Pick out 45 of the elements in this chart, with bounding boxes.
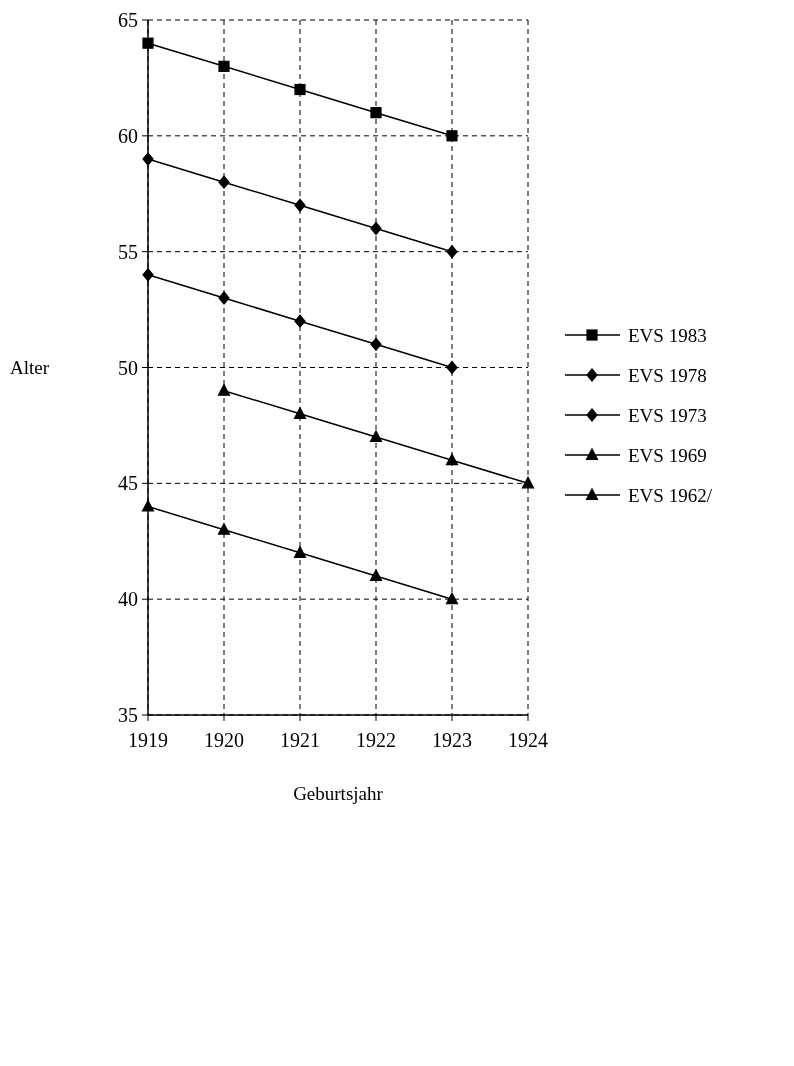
x-tick-label: 1920 bbox=[204, 729, 244, 751]
point bbox=[142, 152, 154, 166]
y-tick-label: 50 bbox=[118, 356, 138, 379]
y-tick-label: 60 bbox=[118, 124, 138, 147]
y-tick-label: 65 bbox=[118, 9, 138, 31]
point bbox=[294, 198, 306, 212]
y-tick-label: 35 bbox=[118, 704, 138, 726]
x-tick-label: 1923 bbox=[432, 729, 472, 751]
point bbox=[218, 291, 230, 305]
point bbox=[218, 175, 230, 189]
legend-label: EVS 1962/ bbox=[628, 484, 713, 506]
point bbox=[370, 221, 382, 236]
point bbox=[369, 569, 383, 582]
point bbox=[141, 499, 155, 512]
point bbox=[294, 314, 306, 328]
x-tick-label: 1922 bbox=[356, 729, 396, 751]
x-tick-label: 1924 bbox=[508, 729, 548, 751]
point bbox=[446, 360, 458, 375]
point bbox=[445, 592, 459, 605]
point bbox=[142, 37, 154, 49]
legend-label: EVS 1973 bbox=[628, 404, 707, 426]
point bbox=[294, 83, 306, 96]
x-tick-label: 1921 bbox=[280, 729, 320, 751]
point bbox=[218, 60, 230, 72]
legend-label: EVS 1978 bbox=[628, 364, 707, 386]
legend-label: EVS 1969 bbox=[628, 444, 707, 466]
y-tick-label: 40 bbox=[118, 588, 138, 611]
point bbox=[142, 268, 154, 282]
point bbox=[217, 523, 231, 535]
x-axis-title: Geburtsjahr bbox=[293, 783, 384, 804]
point bbox=[446, 245, 458, 259]
legend-label: EVS 1983 bbox=[628, 324, 707, 346]
y-axis-title: Alter bbox=[10, 357, 50, 379]
x-tick-label: 1919 bbox=[128, 729, 168, 751]
y-tick-label: 55 bbox=[118, 240, 138, 263]
point bbox=[217, 384, 231, 396]
y-tick-label: 45 bbox=[118, 472, 138, 495]
point bbox=[370, 107, 382, 119]
point bbox=[293, 407, 307, 419]
point bbox=[445, 453, 459, 466]
point bbox=[521, 476, 535, 489]
point bbox=[446, 130, 458, 142]
point bbox=[293, 546, 307, 558]
point bbox=[369, 430, 383, 443]
point bbox=[370, 337, 382, 351]
